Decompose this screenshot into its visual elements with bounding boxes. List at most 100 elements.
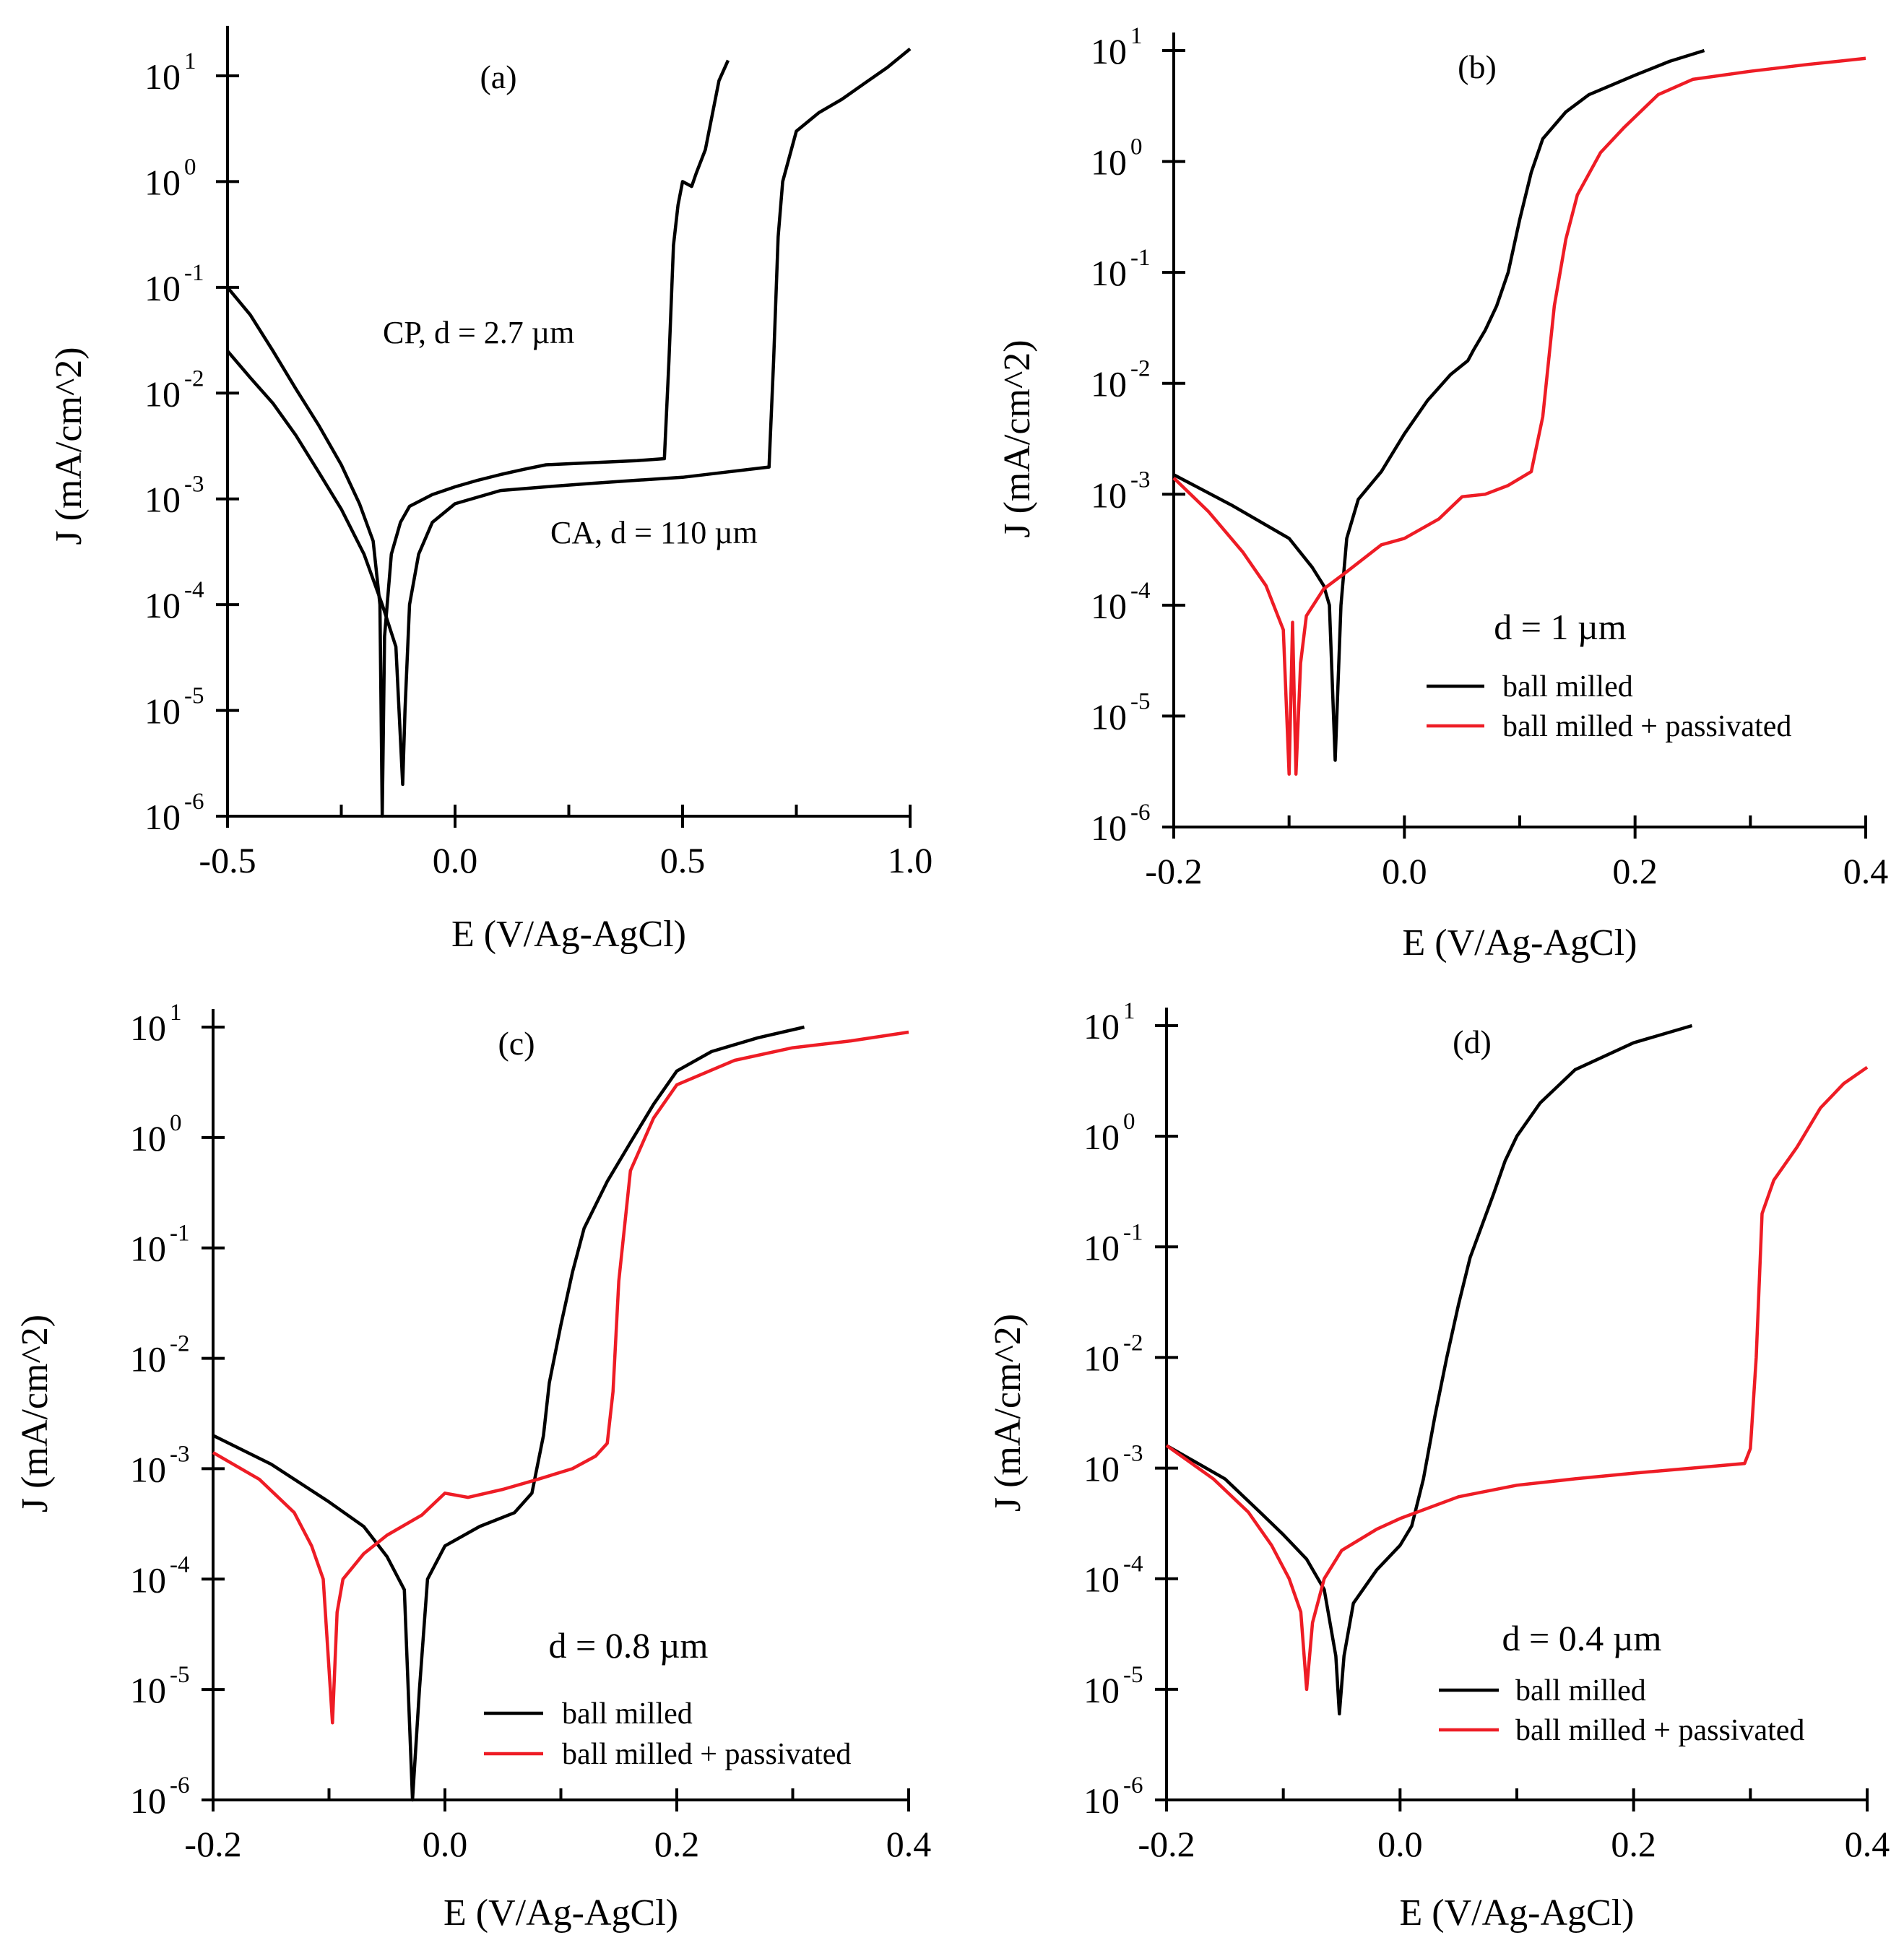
y-tick-exponent: 1 <box>184 48 196 74</box>
y-tick-exponent: -3 <box>170 1441 190 1467</box>
y-tick-exponent: -5 <box>184 683 204 709</box>
panel-c: -0.2 0.0 0.2 0.410 110 010 -110 -210 -310 -410 -51… <box>14 1000 931 1934</box>
y-tick-label: 10 <box>1091 586 1127 626</box>
y-tick-exponent: -1 <box>1130 245 1151 271</box>
legend-label: ball milled <box>1502 670 1633 704</box>
panel-label: (b) <box>1458 48 1497 85</box>
x-tick-label: -0.2 <box>1138 1824 1195 1864</box>
y-tick-label: 10 <box>144 162 181 202</box>
series-line-1 <box>226 59 730 818</box>
x-tick-label: 0.2 <box>1611 1824 1656 1864</box>
y-tick-exponent: 0 <box>170 1110 182 1136</box>
y-tick-exponent: 1 <box>170 1000 182 1026</box>
y-tick-label: 10 <box>1091 253 1127 293</box>
legend-label: ball milled + passivated <box>562 1738 851 1771</box>
y-tick-label: 10 <box>1083 1780 1120 1821</box>
y-tick-label: 10 <box>130 1559 166 1600</box>
y-tick-label: 10 <box>1091 142 1127 183</box>
y-tick-exponent: 1 <box>1123 998 1135 1024</box>
y-tick-exponent: -2 <box>170 1331 190 1357</box>
y-tick-label: 10 <box>1083 1670 1120 1710</box>
y-tick-exponent: -6 <box>170 1772 190 1798</box>
y-tick-label: 10 <box>1091 808 1127 848</box>
x-tick-label: 0.0 <box>1382 851 1427 891</box>
y-tick-exponent: -2 <box>1123 1330 1143 1356</box>
series-line-2 <box>226 47 912 787</box>
annotation-label: d = 0.4 µm <box>1502 1618 1662 1658</box>
y-tick-label: 10 <box>130 1780 166 1821</box>
series-line-1 <box>1172 48 1705 762</box>
y-tick-label: 10 <box>144 797 181 837</box>
x-tick-label: 0.4 <box>886 1824 932 1864</box>
y-tick-label: 10 <box>130 1670 166 1710</box>
y-tick-label: 10 <box>130 1449 166 1489</box>
y-axis-label: J (mA/cm^2) <box>14 1315 56 1512</box>
y-tick-label: 10 <box>1083 1117 1120 1157</box>
y-tick-label: 10 <box>1083 1227 1120 1268</box>
y-tick-label: 10 <box>1083 1006 1120 1047</box>
series-line-1 <box>1165 1023 1693 1716</box>
y-tick-label: 10 <box>130 1339 166 1380</box>
x-tick-label: 1.0 <box>888 840 933 880</box>
y-tick-label: 10 <box>1091 696 1127 737</box>
y-tick-exponent: -6 <box>1123 1772 1143 1798</box>
y-tick-label: 10 <box>144 691 181 732</box>
y-tick-label: 10 <box>144 56 181 97</box>
legend-label: ball milled <box>1515 1674 1646 1707</box>
y-tick-exponent: -1 <box>1123 1219 1143 1245</box>
y-tick-label: 10 <box>1091 475 1127 515</box>
x-tick-label: 0.0 <box>433 840 478 880</box>
panel-label: (a) <box>480 59 516 95</box>
y-tick-label: 10 <box>1091 364 1127 404</box>
y-axis-label: J (mA/cm^2) <box>48 347 90 545</box>
y-tick-label: 10 <box>130 1008 166 1048</box>
y-tick-label: 10 <box>144 480 181 520</box>
legend-label: ball milled <box>562 1697 693 1731</box>
x-tick-label: 0.4 <box>1843 851 1889 891</box>
y-tick-exponent: -5 <box>1123 1662 1143 1688</box>
y-tick-exponent: 1 <box>1130 23 1143 49</box>
x-axis-label: E (V/Ag-AgCl) <box>1400 1892 1635 1934</box>
x-tick-label: 0.4 <box>1845 1824 1890 1864</box>
y-tick-label: 10 <box>144 268 181 308</box>
y-tick-exponent: -6 <box>184 789 204 815</box>
x-tick-label: 0.2 <box>1612 851 1658 891</box>
annotation-label: d = 0.8 µm <box>549 1625 709 1666</box>
x-tick-label: 0.5 <box>660 840 706 880</box>
y-tick-exponent: -3 <box>1130 467 1151 493</box>
y-tick-label: 10 <box>1083 1559 1120 1600</box>
y-tick-exponent: -1 <box>184 260 204 286</box>
panel-label: (c) <box>498 1025 535 1062</box>
legend-label: ball milled + passivated <box>1515 1714 1804 1747</box>
y-tick-label: 10 <box>1083 1338 1120 1378</box>
x-axis-label: E (V/Ag-AgCl) <box>451 914 686 955</box>
panel-b: -0.2 0.0 0.2 0.410 110 010 -110 -210 -310 -410 -51… <box>997 23 1888 964</box>
y-tick-exponent: -5 <box>170 1662 190 1688</box>
y-tick-label: 10 <box>1091 31 1127 72</box>
y-axis-label: J (mA/cm^2) <box>987 1314 1029 1512</box>
y-tick-label: 10 <box>144 585 181 625</box>
panel-label: (d) <box>1453 1023 1492 1060</box>
series-line-2 <box>212 1030 909 1725</box>
x-tick-label: 0.0 <box>1377 1824 1423 1864</box>
y-tick-label: 10 <box>144 373 181 414</box>
legend-label: ball milled + passivated <box>1502 710 1791 743</box>
series-line-1 <box>212 1025 805 1802</box>
x-tick-label: -0.2 <box>184 1824 241 1864</box>
y-tick-exponent: -6 <box>1130 800 1151 826</box>
y-tick-exponent: -2 <box>1130 356 1151 382</box>
y-tick-exponent: -3 <box>1123 1441 1143 1467</box>
y-tick-label: 10 <box>130 1229 166 1269</box>
y-tick-exponent: -5 <box>1130 688 1151 714</box>
panel-d: -0.2 0.0 0.2 0.410 110 010 -110 -210 -310 -410 -51… <box>987 998 1890 1934</box>
x-tick-label: -0.2 <box>1145 851 1202 891</box>
y-tick-exponent: -4 <box>170 1551 190 1577</box>
y-tick-exponent: -4 <box>1123 1551 1143 1577</box>
x-tick-label: 0.2 <box>654 1824 700 1864</box>
y-axis-label: J (mA/cm^2) <box>997 339 1038 537</box>
y-tick-exponent: 0 <box>1123 1109 1135 1135</box>
y-tick-exponent: -1 <box>170 1221 190 1247</box>
y-tick-exponent: -4 <box>184 577 204 603</box>
y-tick-exponent: -3 <box>184 472 204 498</box>
